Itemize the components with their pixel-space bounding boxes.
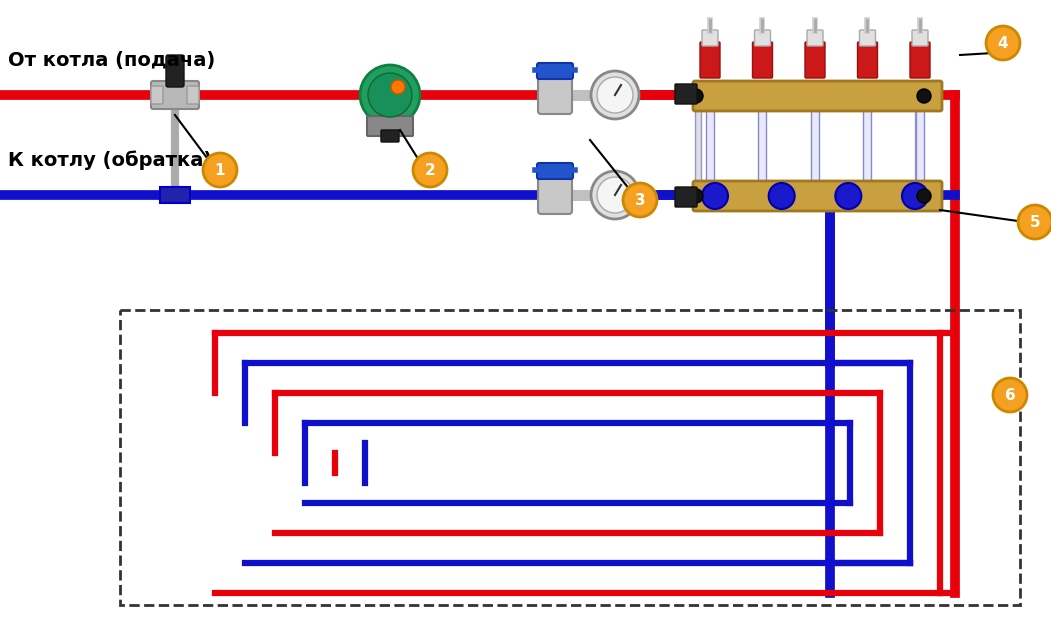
Text: 5: 5 xyxy=(1030,215,1040,230)
FancyBboxPatch shape xyxy=(187,86,199,104)
Circle shape xyxy=(623,183,657,217)
Text: 1: 1 xyxy=(214,163,225,178)
FancyBboxPatch shape xyxy=(166,55,184,87)
Circle shape xyxy=(597,77,633,113)
FancyBboxPatch shape xyxy=(700,42,720,78)
Circle shape xyxy=(591,171,639,219)
FancyBboxPatch shape xyxy=(151,86,163,104)
Circle shape xyxy=(591,71,639,119)
Circle shape xyxy=(391,80,405,94)
FancyBboxPatch shape xyxy=(910,42,930,78)
FancyBboxPatch shape xyxy=(367,116,413,136)
FancyBboxPatch shape xyxy=(759,107,766,182)
Text: К котлу (обратка): К котлу (обратка) xyxy=(8,150,212,170)
FancyBboxPatch shape xyxy=(860,30,875,46)
FancyBboxPatch shape xyxy=(537,163,573,179)
FancyBboxPatch shape xyxy=(916,107,924,182)
FancyBboxPatch shape xyxy=(538,76,572,114)
Circle shape xyxy=(993,378,1027,412)
FancyBboxPatch shape xyxy=(755,30,770,46)
FancyBboxPatch shape xyxy=(151,81,199,109)
Bar xyxy=(915,105,921,184)
Circle shape xyxy=(689,189,703,203)
Text: 3: 3 xyxy=(635,193,645,208)
FancyBboxPatch shape xyxy=(693,81,942,111)
Circle shape xyxy=(918,189,931,203)
Circle shape xyxy=(368,73,412,117)
Circle shape xyxy=(203,153,236,187)
Circle shape xyxy=(768,183,795,209)
FancyBboxPatch shape xyxy=(805,42,825,78)
Circle shape xyxy=(702,183,728,209)
FancyBboxPatch shape xyxy=(693,181,942,211)
Circle shape xyxy=(413,153,447,187)
FancyBboxPatch shape xyxy=(702,30,718,46)
FancyBboxPatch shape xyxy=(538,176,572,214)
FancyBboxPatch shape xyxy=(537,63,573,79)
FancyBboxPatch shape xyxy=(864,107,871,182)
FancyBboxPatch shape xyxy=(160,187,190,203)
FancyBboxPatch shape xyxy=(675,187,697,207)
FancyBboxPatch shape xyxy=(675,84,697,104)
FancyBboxPatch shape xyxy=(706,107,714,182)
Circle shape xyxy=(689,89,703,103)
Circle shape xyxy=(986,26,1021,60)
Circle shape xyxy=(360,65,420,125)
Bar xyxy=(695,105,701,184)
FancyBboxPatch shape xyxy=(912,30,928,46)
Circle shape xyxy=(836,183,862,209)
Circle shape xyxy=(597,177,633,213)
Bar xyxy=(120,310,1021,605)
FancyBboxPatch shape xyxy=(811,107,819,182)
Text: 6: 6 xyxy=(1005,388,1015,403)
Text: От котла (подача): От котла (подача) xyxy=(8,51,215,69)
Text: 2: 2 xyxy=(425,163,435,178)
Text: 4: 4 xyxy=(997,36,1008,51)
Circle shape xyxy=(918,89,931,103)
FancyBboxPatch shape xyxy=(858,42,878,78)
Circle shape xyxy=(902,183,928,209)
FancyBboxPatch shape xyxy=(807,30,823,46)
FancyBboxPatch shape xyxy=(753,42,772,78)
FancyBboxPatch shape xyxy=(382,130,399,142)
Circle shape xyxy=(1018,205,1051,239)
